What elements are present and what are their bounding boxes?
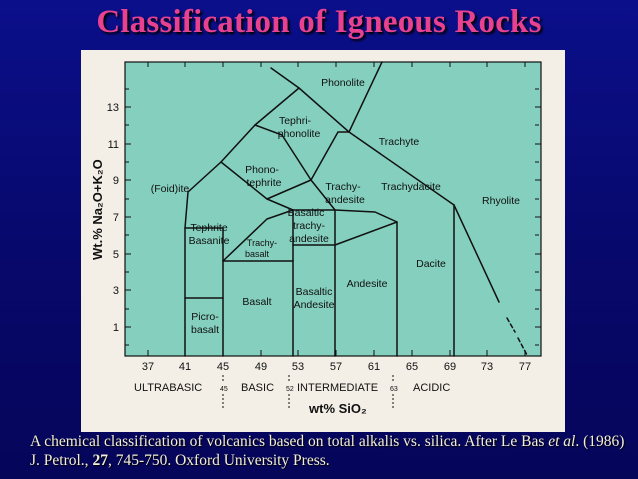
field-label-basaltic-andesite: Andesite	[294, 299, 335, 311]
field-label-trachydacite: Trachydacite	[381, 181, 441, 193]
field-label-dacite: Dacite	[416, 258, 446, 270]
caption-text: . (1986) J. Petrol.,	[30, 433, 625, 469]
caption-text: A chemical classification of volcanics b…	[30, 433, 549, 450]
caption-volume: 27	[92, 452, 108, 469]
y-tick-label: 3	[113, 285, 119, 297]
field-label-trachyandesite: andesite	[325, 194, 365, 206]
x-tick-label: 45	[217, 361, 229, 373]
group-label-intermediate: INTERMEDIATE	[297, 382, 378, 394]
x-tick-label: 41	[179, 361, 191, 373]
field-label-tephrite-basanite: Tephrite	[190, 222, 228, 234]
field-label-trachyandesite: Trachy-	[325, 181, 361, 193]
field-boundaries	[184, 61, 528, 357]
tas-diagram: Wt.% Na₂O+K₂O 13 11 9 7 5 3 1 37 41 45 4…	[90, 61, 542, 416]
field-label-foidite: (Foid)ite	[151, 183, 190, 195]
group-boundary-63: 63	[390, 386, 398, 393]
field-label-phonotephrite: tephrite	[246, 177, 281, 189]
y-tick-label: 7	[113, 212, 119, 224]
plot-area	[124, 61, 542, 357]
field-label-phonolite: Phonolite	[321, 77, 365, 89]
field-label-tephriphonolite: Tephri-	[279, 115, 312, 127]
field-label-trachybasalt: basalt	[245, 249, 270, 259]
y-tick-label: 5	[113, 249, 119, 261]
field-label-tephriphonolite: phonolite	[278, 128, 321, 140]
y-tick-label: 9	[113, 175, 119, 187]
field-label-rhyolite: Rhyolite	[482, 195, 520, 207]
field-label-tephrite-basanite: Basanite	[189, 235, 230, 247]
field-label-basaltic-trachyandesite: Basaltic	[288, 207, 325, 219]
field-label-phonotephrite: Phono-	[245, 164, 279, 176]
field-label-andesite: Andesite	[347, 278, 388, 290]
caption-et-al: et al	[548, 433, 576, 450]
x-tick-labels: 37 41 45 49 53 57 61 65 69 73 77	[142, 361, 531, 373]
group-label-ultrabasic: ULTRABASIC	[134, 382, 202, 394]
field-label-trachybasalt: Trachy-	[247, 238, 277, 248]
y-tick-label: 11	[108, 139, 119, 151]
y-tick-label: 1	[113, 322, 119, 334]
x-tick-label: 57	[330, 361, 342, 373]
x-tick-label: 77	[519, 361, 531, 373]
right-axis-ticks	[535, 88, 541, 346]
group-labels: ULTRABASIC 45 BASIC 52 INTERMEDIATE 63 A…	[134, 382, 450, 394]
field-label-basalt: Basalt	[242, 296, 271, 308]
field-label-basaltic-trachyandesite: trachy-	[293, 220, 326, 232]
figure-caption: A chemical classification of volcanics b…	[30, 432, 630, 470]
field-label-picrobasalt: Picro-	[191, 311, 219, 323]
group-label-basic: BASIC	[241, 382, 274, 394]
y-tick-labels: 13 11 9 7 5 3 1	[107, 102, 119, 334]
bottom-axis-ticks	[147, 62, 526, 356]
slide-title: Classification of Igneous Rocks	[96, 4, 542, 40]
x-tick-label: 73	[481, 361, 493, 373]
field-labels: Phonolite Tephri- phonolite Trachyte Pho…	[151, 77, 520, 336]
left-axis-ticks	[125, 88, 131, 346]
group-boundary-52: 52	[286, 386, 294, 393]
x-tick-label: 49	[255, 361, 267, 373]
y-axis-label: Wt.% Na₂O+K₂O	[90, 159, 105, 260]
y-tick-label: 13	[107, 102, 119, 114]
field-label-picrobasalt: basalt	[191, 324, 219, 336]
field-label-basaltic-andesite: Basaltic	[296, 286, 333, 298]
x-tick-label: 65	[406, 361, 418, 373]
tas-diagram-figure: Wt.% Na₂O+K₂O 13 11 9 7 5 3 1 37 41 45 4…	[81, 50, 565, 432]
x-tick-label: 61	[368, 361, 380, 373]
group-label-acidic: ACIDIC	[413, 382, 450, 394]
caption-text: , 745-750. Oxford University Press.	[107, 452, 330, 469]
group-dividers	[222, 375, 394, 408]
x-tick-label: 53	[292, 361, 304, 373]
field-label-basaltic-trachyandesite: andesite	[289, 233, 329, 245]
x-tick-label: 37	[142, 361, 154, 373]
group-boundary-45: 45	[220, 386, 228, 393]
x-axis-label: wt% SiO₂	[308, 401, 367, 416]
field-label-trachyte: Trachyte	[379, 136, 420, 148]
x-tick-label: 69	[444, 361, 456, 373]
